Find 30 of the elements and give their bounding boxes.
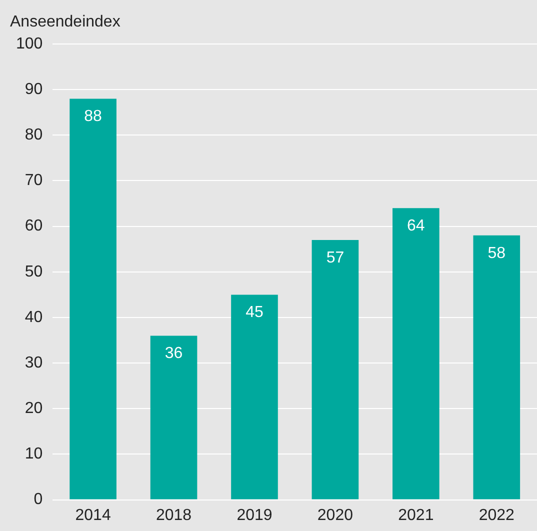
- y-tick-label: 40: [24, 308, 43, 326]
- y-tick-label: 50: [24, 263, 43, 280]
- bar: [231, 294, 278, 500]
- y-tick-label: 20: [24, 400, 43, 418]
- x-tick-label: 2014: [75, 506, 111, 524]
- bar: [312, 240, 359, 500]
- bar: [70, 98, 116, 500]
- bar: [473, 235, 520, 500]
- x-tick-label: 2022: [478, 506, 515, 524]
- y-tick-label: 100: [16, 35, 43, 52]
- y-tick-label: 70: [24, 172, 43, 190]
- data-label: 45: [246, 304, 264, 322]
- x-tick-label: 2021: [398, 506, 434, 524]
- y-tick-label: 80: [24, 126, 43, 144]
- y-tick-label: 0: [34, 491, 43, 508]
- x-tick-label: 2018: [156, 506, 192, 524]
- y-tick-label: 90: [24, 80, 43, 98]
- bar: [150, 336, 198, 500]
- y-axis-title: Anseendeindex: [10, 13, 120, 30]
- data-label: 58: [488, 244, 506, 262]
- y-tick-label: 60: [24, 218, 43, 235]
- bar: [392, 208, 440, 500]
- data-label: 36: [164, 345, 183, 362]
- x-tick-label: 2020: [317, 506, 354, 524]
- y-tick-label: 10: [24, 446, 43, 463]
- y-tick-label: 30: [24, 354, 43, 372]
- x-tick-label: 2019: [236, 506, 272, 524]
- data-label: 64: [407, 217, 425, 234]
- data-label: 88: [84, 108, 102, 126]
- data-label: 57: [326, 249, 344, 266]
